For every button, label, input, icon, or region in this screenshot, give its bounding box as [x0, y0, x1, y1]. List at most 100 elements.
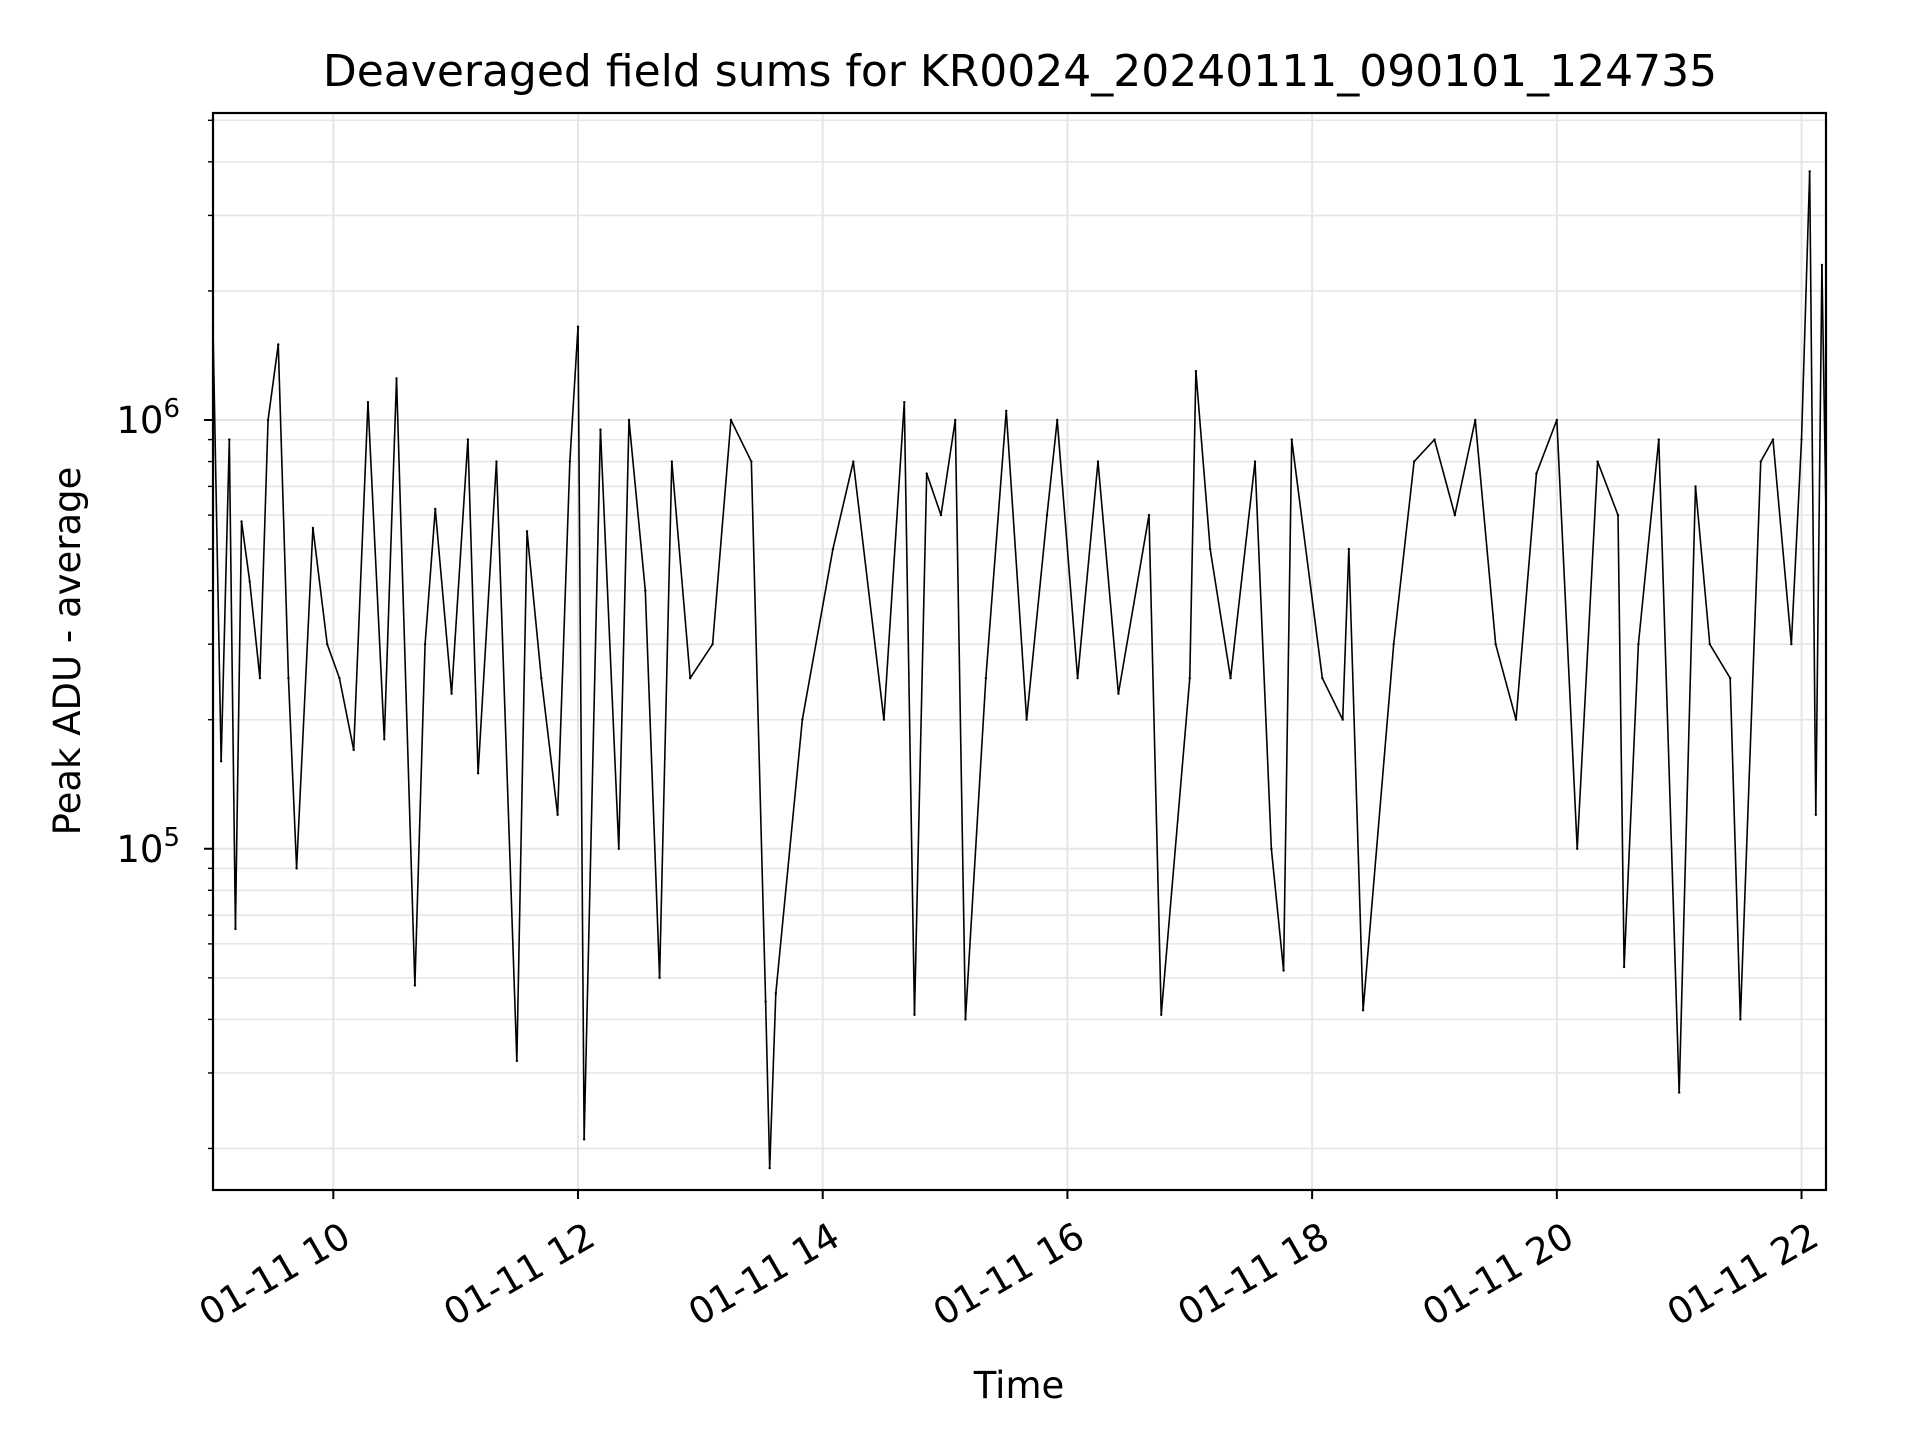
- series-segment: [832, 461, 855, 550]
- data-point: [311, 526, 315, 530]
- series-segment: [1678, 486, 1697, 1093]
- series-segment: [1254, 461, 1273, 849]
- series-segment: [1694, 486, 1711, 645]
- data-point: [515, 1059, 519, 1063]
- data-point: [568, 460, 572, 463]
- series-segment: [1290, 439, 1324, 679]
- series-segment: [583, 429, 602, 1140]
- series-segment: [1637, 439, 1660, 645]
- data-point: [764, 1000, 767, 1003]
- data-point: [913, 1013, 916, 1016]
- data-point: [1637, 642, 1640, 646]
- data-series: [211, 170, 1828, 1170]
- plot-frame: [211, 111, 1828, 1192]
- data-point: [466, 438, 470, 441]
- series-segment: [1056, 419, 1079, 679]
- chart-title: Deaveraged field sums for KR0024_2024011…: [323, 46, 1717, 97]
- data-point: [540, 676, 543, 680]
- data-point: [1147, 513, 1151, 517]
- series-segment: [964, 678, 987, 1020]
- series-segment: [248, 581, 261, 679]
- data-point: [277, 343, 280, 346]
- data-point: [1005, 409, 1008, 413]
- series-segment: [689, 643, 714, 679]
- data-point: [729, 418, 733, 422]
- data-point: [1820, 263, 1824, 267]
- data-point: [1361, 1009, 1365, 1012]
- x-tick-label: 01-11 20: [1415, 1214, 1581, 1334]
- series-segment: [577, 326, 585, 1140]
- data-point: [1076, 676, 1079, 680]
- series-segment: [711, 419, 732, 645]
- data-point: [925, 472, 928, 475]
- series-segment: [234, 521, 243, 929]
- series-segment: [312, 527, 328, 645]
- series-segment: [768, 993, 777, 1169]
- data-point: [1576, 847, 1579, 850]
- data-point: [599, 428, 602, 431]
- data-point: [1790, 642, 1793, 646]
- series-segment: [338, 677, 355, 751]
- data-point: [882, 718, 886, 721]
- data-point: [1253, 460, 1257, 463]
- x-tick-label: 01-11 14: [681, 1214, 847, 1334]
- series-segment: [1623, 644, 1640, 968]
- series-segment: [1148, 515, 1163, 1015]
- series-segment: [1729, 678, 1742, 1020]
- data-point: [1739, 1018, 1742, 1021]
- series-segment: [1815, 264, 1823, 815]
- data-point: [266, 418, 270, 422]
- data-point: [670, 460, 674, 463]
- series-segment: [1046, 419, 1059, 516]
- series-segment: [1209, 548, 1232, 679]
- data-point: [413, 984, 417, 987]
- x-tick-label: 01-11 22: [1660, 1214, 1826, 1334]
- data-point: [984, 676, 988, 680]
- data-point: [352, 748, 355, 752]
- series-segment: [220, 439, 231, 762]
- series-segment: [852, 461, 885, 720]
- data-point: [768, 1166, 771, 1170]
- series-segment: [259, 419, 269, 679]
- series-segment: [730, 419, 753, 462]
- series-segment: [883, 402, 906, 720]
- data-point: [1708, 642, 1711, 646]
- data-point: [939, 513, 943, 517]
- series-segment: [287, 678, 298, 869]
- x-tick-label: 01-11 18: [1171, 1214, 1337, 1334]
- data-point: [1194, 369, 1198, 373]
- data-point: [295, 867, 298, 870]
- series-segment: [495, 461, 518, 1061]
- axis-ticks: 105 106 01-11 10 01-11 12 01-11 14 01-11 16 01…: [116, 119, 1826, 1335]
- data-point: [383, 738, 386, 741]
- series-segment: [954, 419, 967, 1020]
- data-point: [1160, 1013, 1163, 1016]
- series-segment: [367, 402, 386, 740]
- data-point: [1535, 472, 1538, 475]
- data-point: [711, 642, 714, 646]
- data-point: [338, 676, 341, 680]
- data-point: [831, 547, 835, 551]
- series-segment: [1076, 461, 1099, 679]
- series-segment: [1392, 461, 1415, 645]
- series-segment: [1800, 171, 1811, 440]
- data-point: [1814, 813, 1818, 817]
- data-point: [1555, 418, 1559, 422]
- series-segment: [1413, 439, 1436, 463]
- data-point: [1208, 547, 1212, 551]
- data-point: [1622, 965, 1626, 969]
- series-segment: [801, 548, 834, 720]
- data-point: [366, 401, 370, 404]
- series-segment: [212, 326, 222, 762]
- series-segment: [1808, 171, 1817, 815]
- y-tick-label: 105: [116, 823, 180, 871]
- data-point: [1433, 438, 1436, 441]
- series-segment: [1362, 644, 1395, 1011]
- data-point: [1341, 718, 1344, 721]
- series-segment: [1739, 461, 1762, 1020]
- series-segment: [1657, 439, 1680, 1093]
- data-point: [1657, 438, 1660, 441]
- data-point: [1290, 438, 1293, 441]
